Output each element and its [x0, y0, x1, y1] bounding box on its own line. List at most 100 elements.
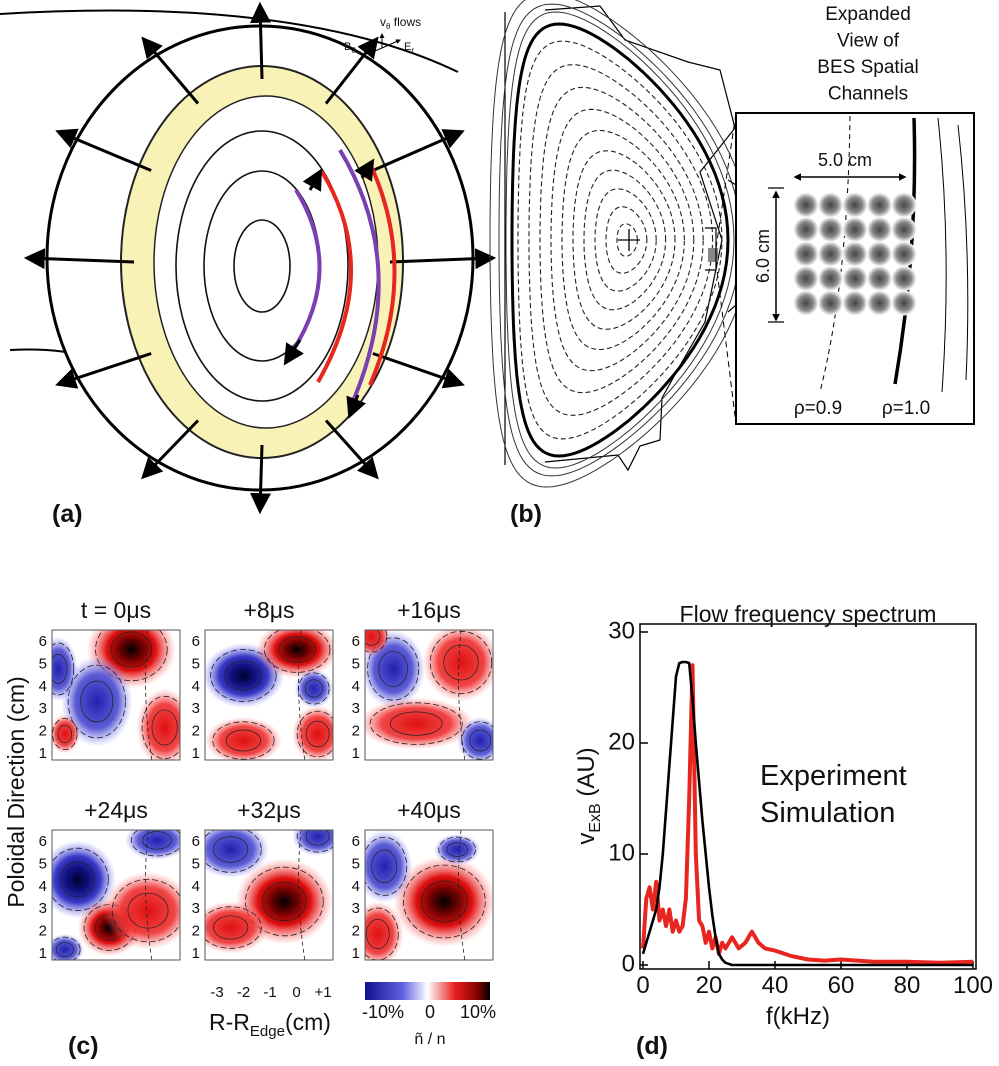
contour — [296, 710, 333, 758]
rho-label: ρ=1.0 — [882, 398, 930, 419]
y-tick-label: 4 — [39, 878, 47, 895]
series-line — [641, 663, 974, 965]
y-tick-label: 3 — [39, 900, 47, 917]
flow-arrow — [283, 339, 304, 366]
separatrix-trace — [145, 630, 153, 760]
density-blob — [52, 714, 81, 754]
y-tick-label: 10 — [608, 839, 635, 866]
panel-label: (b) — [510, 500, 542, 528]
contour — [110, 631, 152, 668]
y-tick-label: 5 — [352, 855, 360, 872]
contour — [141, 695, 180, 760]
y-tick-label: 30 — [608, 617, 635, 644]
flow-arc — [290, 188, 322, 354]
flux-surface — [517, 40, 723, 440]
colorbar-label: ñ / n — [414, 1031, 445, 1048]
frame-title: +40μs — [397, 797, 461, 823]
bes-channel — [793, 266, 819, 291]
panel-label: (a) — [52, 500, 83, 528]
density-blob — [256, 630, 333, 679]
contour — [52, 718, 78, 751]
bes-channel — [818, 290, 843, 316]
flow-arrow — [302, 168, 323, 192]
contour — [224, 660, 263, 691]
y-tick-label: 4 — [192, 878, 200, 895]
legend-entry: Simulation — [760, 797, 895, 829]
y-tick-label: 5 — [192, 655, 200, 672]
flux-surface — [583, 169, 667, 311]
density-blob — [52, 636, 78, 702]
bes-channel — [842, 192, 868, 218]
radial-arrow — [389, 248, 497, 270]
separatrix — [510, 22, 730, 458]
separatrix-trace — [145, 830, 153, 960]
y-tick-label: 2 — [39, 723, 47, 740]
flow-arrow — [346, 394, 366, 419]
x-tick-label: 100 — [953, 972, 993, 999]
contour — [52, 642, 75, 696]
chart-title: Flow frequency spectrum — [680, 601, 937, 627]
x-tick-label: -1 — [263, 984, 276, 1001]
colorbar — [365, 982, 490, 1000]
inset-title: View of — [837, 31, 900, 52]
heatmap — [52, 630, 180, 760]
density-blob — [103, 871, 180, 950]
y-tick-label: 5 — [192, 855, 200, 872]
y-tick-label: 20 — [608, 728, 635, 755]
y-tick-label: 5 — [39, 855, 47, 872]
width-label: 5.0 cm — [818, 150, 872, 170]
x-tick-label: 20 — [696, 972, 723, 999]
x-tick-label: -2 — [237, 984, 250, 1001]
contour — [365, 919, 390, 949]
contour — [420, 880, 468, 923]
y-tick-label: 6 — [192, 633, 200, 650]
contour — [212, 836, 249, 863]
y-tick-label: 4 — [352, 678, 360, 695]
radial-arrow — [55, 352, 152, 389]
contour — [402, 864, 486, 939]
contour — [52, 847, 109, 911]
y-tick-label: 0 — [622, 950, 635, 977]
contour — [245, 866, 324, 937]
x-tick-label: +1 — [314, 984, 331, 1001]
density-blob — [205, 901, 269, 954]
flux-surface — [572, 150, 676, 330]
colorbar-tick: 0 — [425, 1002, 435, 1022]
flow-label: vθ flows — [380, 15, 421, 31]
contour — [304, 679, 323, 698]
y-axis-label: Poloidal Direction (cm) — [3, 676, 29, 907]
legend-entry: Experiment — [760, 760, 907, 792]
contour — [367, 637, 420, 701]
contour — [438, 836, 476, 863]
contour — [365, 630, 381, 646]
contour — [67, 664, 126, 739]
bes-channel — [867, 192, 892, 218]
dim-ticks — [768, 187, 784, 323]
rho-label: ρ=0.9 — [794, 398, 842, 419]
y-tick-label: 6 — [352, 833, 360, 850]
contour — [212, 915, 249, 940]
height-label: 6.0 cm — [753, 229, 773, 283]
contour — [210, 649, 277, 702]
bes-channel — [842, 266, 868, 291]
density-blob — [136, 688, 180, 760]
sol-line — [957, 124, 969, 381]
text-part: E — [404, 41, 411, 53]
text-part: θ — [351, 46, 356, 55]
b-label: Bθ — [344, 41, 356, 55]
y-tick-label: 6 — [39, 633, 47, 650]
y-tick-label: 3 — [352, 700, 360, 717]
separatrix-trace — [298, 630, 306, 760]
bes-channel — [842, 290, 868, 316]
x-tick-label: 0 — [636, 972, 649, 999]
heatmap — [205, 630, 333, 760]
radial-arrow — [55, 128, 152, 172]
y-tick-label: 5 — [39, 655, 47, 672]
y-tick-label: 2 — [39, 923, 47, 940]
y-tick-label: 1 — [192, 945, 200, 962]
y-tick-label: 4 — [352, 878, 360, 895]
contour — [130, 830, 180, 857]
contour — [369, 702, 463, 745]
bes-channel — [867, 217, 892, 242]
